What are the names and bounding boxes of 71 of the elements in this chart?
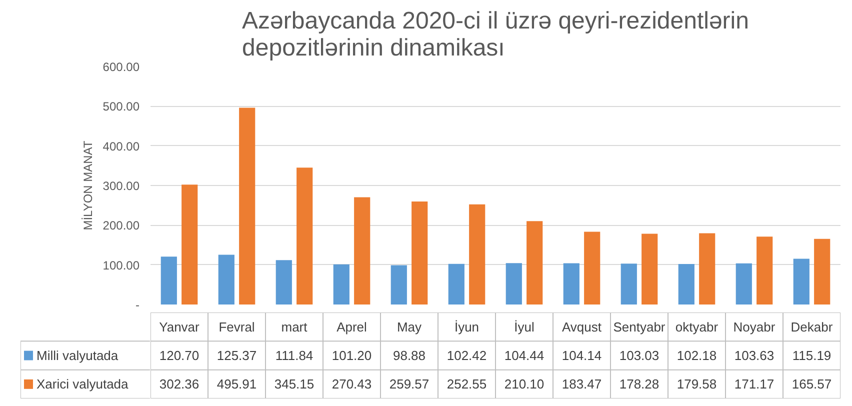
data-label: 115.19 bbox=[792, 348, 832, 363]
data-label: 104.44 bbox=[504, 348, 544, 363]
x-tick-label: Sentyabr bbox=[613, 319, 666, 334]
data-label: 98.88 bbox=[392, 348, 426, 363]
x-tick-label: İyul bbox=[514, 319, 534, 334]
data-label: 103.03 bbox=[619, 348, 660, 363]
bar bbox=[333, 264, 350, 304]
bar bbox=[218, 254, 234, 304]
bar bbox=[793, 258, 810, 304]
data-label: 171.17 bbox=[734, 376, 774, 392]
bar bbox=[469, 204, 486, 304]
y-tick-label: 500.00 bbox=[102, 100, 140, 114]
data-label: 179.58 bbox=[676, 376, 717, 392]
bar bbox=[354, 197, 370, 304]
x-tick-label: Dekabr bbox=[790, 319, 834, 334]
bar bbox=[412, 202, 428, 304]
data-label: 345.15 bbox=[274, 376, 314, 392]
bar bbox=[506, 263, 522, 304]
y-tick-label: 100.00 bbox=[102, 258, 140, 272]
bar bbox=[296, 168, 313, 304]
y-tick-label: 300.00 bbox=[102, 179, 140, 193]
y-axis-title: MİLYON MANAT bbox=[80, 140, 95, 230]
bar bbox=[448, 264, 464, 304]
x-tick-label: Noyabr bbox=[733, 319, 776, 334]
data-label: 259.57 bbox=[389, 376, 430, 392]
y-tick-label: 200.00 bbox=[102, 218, 140, 233]
x-tick-label: Fevral bbox=[218, 319, 255, 334]
x-tick-label: Yanvar bbox=[159, 319, 200, 334]
bar bbox=[736, 263, 752, 304]
bar bbox=[182, 184, 198, 304]
bar bbox=[526, 221, 543, 304]
bar bbox=[620, 264, 637, 304]
data-label: 270.43 bbox=[332, 376, 372, 392]
data-label: 102.18 bbox=[676, 348, 717, 363]
x-tick-label: İyun bbox=[454, 319, 480, 334]
data-label: 302.36 bbox=[159, 376, 200, 392]
data-label: 252.55 bbox=[446, 376, 487, 392]
data-label: 102.42 bbox=[446, 348, 487, 363]
data-label: 125.37 bbox=[216, 348, 257, 363]
y-tick-label: 400.00 bbox=[102, 139, 140, 154]
bar bbox=[276, 260, 292, 304]
data-label: 120.70 bbox=[159, 348, 200, 363]
bar bbox=[390, 265, 407, 304]
data-label: 165.57 bbox=[792, 376, 832, 392]
bar bbox=[699, 233, 716, 304]
y-tick-label: 600.00 bbox=[102, 60, 140, 74]
y-tick-label: - bbox=[136, 298, 140, 312]
legend-label: Xarici valyutada bbox=[36, 376, 130, 392]
bar bbox=[239, 108, 256, 304]
data-label: 103.63 bbox=[734, 348, 774, 363]
chart-title: Azərbaycanda 2020-ci il üzrə qeyri-rezidentlərin depozitlərinin dinamikası bbox=[242, 8, 749, 62]
bar bbox=[584, 232, 600, 304]
data-label: 183.47 bbox=[562, 376, 602, 392]
data-label: 101.20 bbox=[332, 348, 372, 363]
bar bbox=[756, 236, 773, 304]
x-tick-label: May bbox=[396, 319, 422, 334]
data-label: 104.14 bbox=[562, 348, 602, 363]
data-label: 178.28 bbox=[619, 376, 660, 392]
data-label: 495.91 bbox=[216, 376, 257, 392]
x-tick-label: mart bbox=[281, 319, 308, 334]
data-label: 210.10 bbox=[504, 376, 544, 392]
bar bbox=[642, 234, 658, 304]
x-tick-label: oktyabr bbox=[675, 319, 719, 334]
bar bbox=[678, 264, 694, 304]
bar bbox=[563, 263, 580, 304]
bar bbox=[814, 238, 830, 304]
legend-label: Milli valyutada bbox=[36, 348, 119, 363]
data-label: 111.84 bbox=[275, 348, 314, 363]
bar bbox=[160, 256, 177, 304]
x-tick-label: Avqust bbox=[562, 319, 602, 334]
x-tick-label: Aprel bbox=[336, 319, 368, 334]
